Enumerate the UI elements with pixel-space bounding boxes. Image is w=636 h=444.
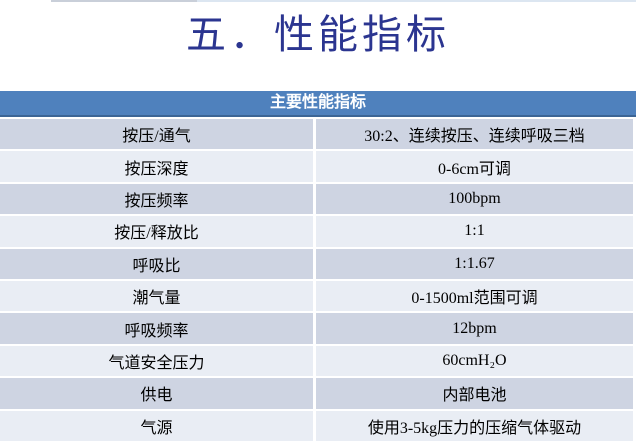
row-value: 使用3-5kg压力的压缩气体驱动 <box>316 410 633 442</box>
table-row: 供电 内部电池 <box>0 378 636 411</box>
row-label: 呼吸比 <box>0 248 316 280</box>
performance-table: 主要性能指标 按压/通气 30:2、连续按压、连续呼吸三档 按压深度 0-6cm… <box>0 91 636 444</box>
row-label: 按压深度 <box>0 151 316 182</box>
row-label: 潮气量 <box>0 281 316 312</box>
row-label: 供电 <box>0 378 316 409</box>
row-value: 0-6cm可调 <box>316 151 633 182</box>
table-row: 气道安全压力 60cmH₂O <box>0 345 636 379</box>
table-row: 按压频率 100bpm <box>0 183 636 217</box>
table-row: 按压/释放比 1:1 <box>0 216 636 249</box>
table-body: 按压/通气 30:2、连续按压、连续呼吸三档 按压深度 0-6cm可调 按压频率… <box>0 119 636 444</box>
row-label: 气源 <box>0 410 316 442</box>
table-row: 呼吸频率 12bpm <box>0 313 636 346</box>
table-row: 潮气量 0-1500ml范围可调 <box>0 281 636 314</box>
table-row: 按压/通气 30:2、连续按压、连续呼吸三档 <box>0 119 636 152</box>
row-value: 0-1500ml范围可调 <box>316 281 633 312</box>
table-row: 按压深度 0-6cm可调 <box>0 151 636 184</box>
table-row: 气源 使用3-5kg压力的压缩气体驱动 <box>0 410 636 444</box>
row-value: 100bpm <box>316 183 633 215</box>
row-value: 内部电池 <box>316 378 633 409</box>
top-border-line <box>0 0 636 2</box>
page-title: 五．性能指标 <box>186 12 450 57</box>
table-header: 主要性能指标 <box>0 91 636 117</box>
row-value: 1:1.67 <box>316 248 633 280</box>
row-value: 1:1 <box>316 216 633 247</box>
row-value: 12bpm <box>316 313 633 344</box>
row-value: 60cmH₂O <box>316 345 633 377</box>
row-label: 按压/通气 <box>0 119 316 150</box>
row-label: 按压/释放比 <box>0 216 316 247</box>
row-value: 30:2、连续按压、连续呼吸三档 <box>316 119 633 150</box>
row-label: 按压频率 <box>0 183 316 215</box>
row-label: 气道安全压力 <box>0 345 316 377</box>
table-row: 呼吸比 1:1.67 <box>0 248 636 282</box>
row-label: 呼吸频率 <box>0 313 316 344</box>
